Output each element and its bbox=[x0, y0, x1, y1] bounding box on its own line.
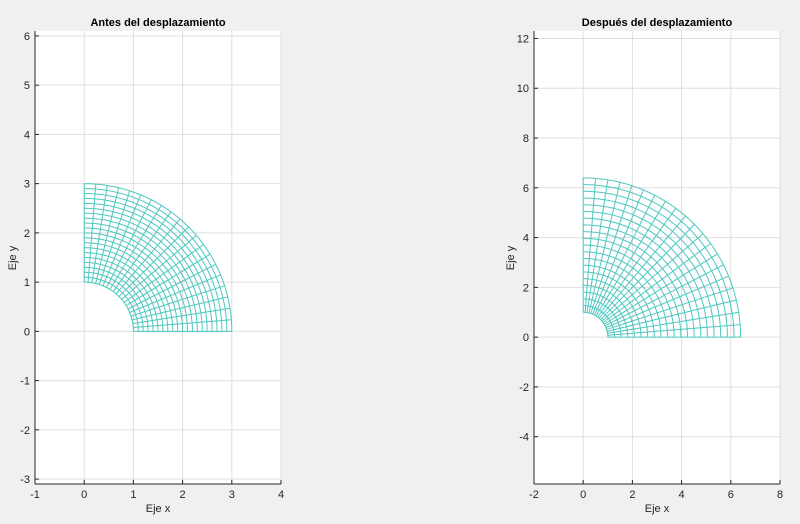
right-y-tick-label: 8 bbox=[523, 133, 529, 145]
right-mesh-spoke bbox=[607, 299, 737, 332]
left-mesh-spoke bbox=[127, 263, 216, 310]
left-mesh-spoke bbox=[95, 187, 120, 284]
left-mesh-spoke bbox=[109, 205, 162, 290]
right-mesh-spoke bbox=[604, 264, 724, 327]
right-mesh-spoke bbox=[600, 224, 695, 320]
right-x-tick-label: 4 bbox=[679, 489, 685, 501]
right-y-tick-label: 12 bbox=[517, 33, 529, 45]
right-y-tick-label: -2 bbox=[519, 382, 529, 394]
left-mesh-spoke bbox=[91, 185, 108, 283]
right-mesh-arc bbox=[583, 177, 742, 338]
left-y-tick-label: 6 bbox=[24, 31, 30, 43]
left-mesh-spoke bbox=[130, 285, 225, 317]
right-mesh-spoke bbox=[598, 215, 686, 319]
left-plot-title: Antes del desplazamiento bbox=[90, 17, 225, 29]
right-y-tick-label: 4 bbox=[523, 233, 529, 245]
right-mesh-spoke bbox=[607, 311, 739, 334]
left-x-tick-label: 4 bbox=[278, 489, 284, 501]
right-subplot: -2 0 2 4 6 8 -4 -2 0 2 4 6 8 10 12 Después del desplaz… bbox=[505, 17, 783, 515]
right-grid bbox=[533, 31, 781, 484]
right-y-tick-label: 6 bbox=[523, 183, 529, 195]
left-y-tick-label: 0 bbox=[24, 326, 30, 338]
right-plot-title: Después del desplazamiento bbox=[582, 17, 733, 29]
left-y-axis-label: Eje y bbox=[7, 245, 19, 270]
right-mesh-spoke bbox=[595, 201, 666, 317]
right-x-tick-label: 2 bbox=[629, 489, 635, 501]
left-y-tick-label: 5 bbox=[24, 80, 30, 92]
right-x-tick-label: -2 bbox=[529, 489, 539, 501]
right-y-axis-label: Eje y bbox=[505, 245, 517, 270]
right-y-tick-label: 0 bbox=[523, 332, 529, 344]
left-y-tick-label: -3 bbox=[20, 474, 30, 486]
right-mesh-spoke bbox=[590, 185, 633, 314]
left-mesh-spoke bbox=[98, 190, 131, 285]
right-mesh-spoke bbox=[592, 189, 644, 315]
left-mesh-spoke bbox=[133, 319, 232, 328]
left-y-tick-label: -1 bbox=[20, 376, 30, 388]
left-mesh-spoke bbox=[115, 218, 181, 295]
right-y-tick-label: 10 bbox=[517, 83, 529, 95]
left-y-tick-label: 4 bbox=[24, 129, 30, 141]
left-mesh bbox=[83, 183, 233, 332]
left-x-tick-label: -1 bbox=[30, 489, 40, 501]
right-mesh-spoke bbox=[606, 287, 734, 330]
left-x-axis-label: Eje x bbox=[146, 503, 171, 515]
right-x-tick-label: 0 bbox=[580, 489, 586, 501]
right-x-tick-label: 6 bbox=[728, 489, 734, 501]
left-x-tick-label: 0 bbox=[81, 489, 87, 501]
left-x-tick-label: 2 bbox=[180, 489, 186, 501]
left-mesh-spoke bbox=[118, 226, 189, 297]
left-mesh-spoke bbox=[123, 244, 204, 303]
left-ticks: -1 0 1 2 3 4 -3 -2 -1 0 1 2 3 4 5 6 bbox=[20, 31, 284, 501]
right-x-axis-label: Eje x bbox=[645, 503, 670, 515]
left-y-tick-label: -2 bbox=[20, 425, 30, 437]
right-mesh bbox=[582, 177, 742, 338]
left-y-tick-label: 1 bbox=[24, 277, 30, 289]
right-mesh-spoke bbox=[584, 178, 597, 313]
left-mesh-spoke bbox=[132, 307, 231, 325]
right-x-tick-label: 8 bbox=[777, 489, 783, 501]
right-ticks: -2 0 2 4 6 8 -4 -2 0 2 4 6 8 10 12 bbox=[517, 33, 783, 501]
right-mesh-spoke bbox=[603, 253, 718, 325]
left-mesh-spoke bbox=[125, 253, 211, 307]
left-y-tick-label: 3 bbox=[24, 179, 30, 191]
right-mesh-arc bbox=[583, 311, 609, 338]
left-mesh-spoke bbox=[121, 235, 197, 300]
left-mesh-spoke bbox=[106, 199, 152, 288]
right-mesh-spoke bbox=[602, 243, 711, 323]
left-mesh-spoke bbox=[102, 194, 142, 287]
left-y-tick-label: 2 bbox=[24, 228, 30, 240]
right-plot-area bbox=[534, 31, 780, 484]
left-mesh-spoke bbox=[131, 296, 228, 321]
right-mesh-spoke bbox=[607, 324, 741, 336]
right-mesh-spoke bbox=[601, 233, 704, 322]
left-subplot: -1 0 1 2 3 4 -3 -2 -1 0 1 2 3 4 5 6 Antes del desplazam… bbox=[7, 17, 284, 515]
right-y-tick-label: 2 bbox=[523, 282, 529, 294]
right-y-tick-label: -4 bbox=[519, 432, 529, 444]
left-x-tick-label: 1 bbox=[130, 489, 136, 501]
left-mesh-spoke bbox=[112, 211, 172, 292]
right-mesh-spoke bbox=[586, 179, 609, 313]
left-mesh-spoke bbox=[129, 274, 221, 313]
right-mesh-spoke bbox=[593, 194, 656, 316]
right-mesh-spoke bbox=[588, 182, 621, 314]
left-x-tick-label: 3 bbox=[229, 489, 235, 501]
right-mesh-spoke bbox=[605, 275, 729, 329]
right-mesh-spoke bbox=[597, 207, 677, 318]
left-mesh-spoke bbox=[87, 184, 97, 283]
